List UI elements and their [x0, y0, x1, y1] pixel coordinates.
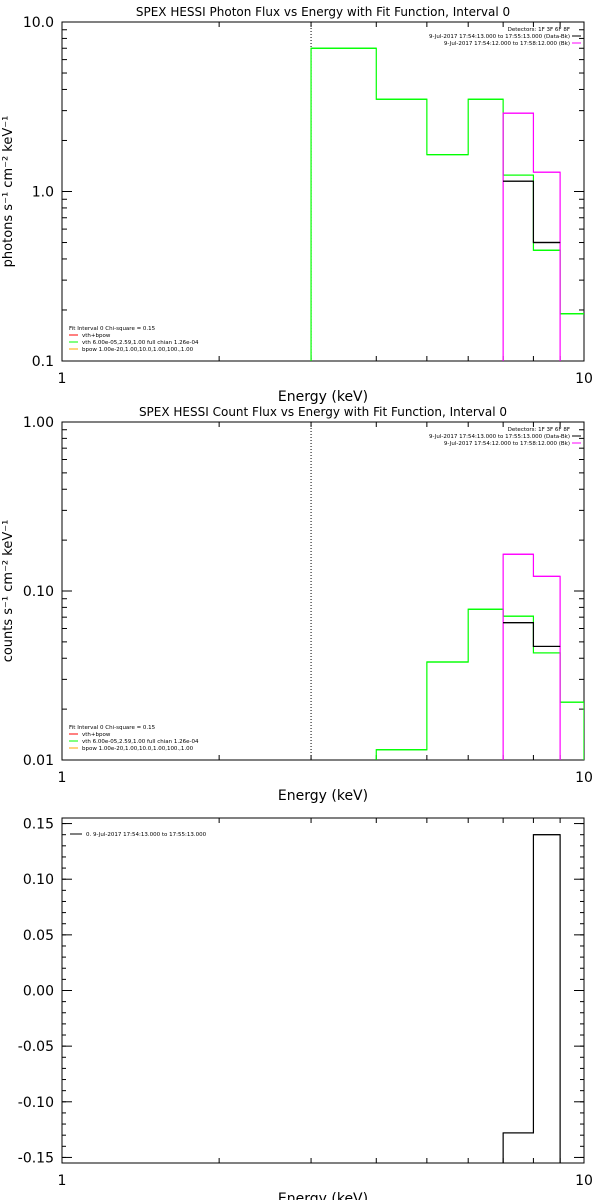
legend-entry: vth 6.00e-05,2.59,1.00 full chian 1.26e-… — [82, 340, 199, 346]
data-layer — [502, 834, 561, 1163]
y-tick-label: 0.10 — [23, 584, 54, 600]
histogram-series-2 — [502, 553, 561, 760]
x-tick-label: 1 — [58, 1173, 67, 1189]
legend-entry: 0. 9-Jul-2017 17:54:13.000 to 17:55:13.0… — [86, 832, 207, 838]
x-tick-label: 1 — [58, 770, 67, 786]
histogram-series-2 — [502, 112, 561, 361]
legend-entry: vth 6.00e-05,2.59,1.00 full chian 1.26e-… — [82, 739, 199, 745]
y-tick-label: 0.00 — [23, 984, 54, 1000]
chart-panel-2: SPEX HESSI Count Flux vs Energy with Fit… — [1, 405, 593, 804]
y-tick-label: -0.05 — [18, 1039, 54, 1055]
legend-entry: Fit Interval 0 Chi-square = 0.15 — [69, 326, 156, 332]
y-tick-label: 1.0 — [32, 185, 54, 201]
legend-entry: 9-Jul-2017 17:54:12.000 to 17:58:12.000 … — [444, 41, 570, 47]
y-axis-label: counts s⁻¹ cm⁻² keV⁻¹ — [1, 520, 16, 663]
plot-panels: SPEX HESSI Photon Flux vs Energy with Fi… — [1, 5, 593, 1200]
y-tick-label: 0.01 — [23, 753, 54, 769]
chart-panel-3: Energy (keV) 1 10 0.15 0.10 0.05 0.00 -0.05 -0.1… — [18, 817, 593, 1200]
legend-entry: 9-Jul-2017 17:54:13.000 to 17:55:13.000 … — [429, 34, 570, 40]
data-layer — [375, 553, 584, 760]
x-axis-label: Energy (keV) — [278, 1191, 368, 1200]
histogram-series-1 — [502, 834, 561, 1163]
legend-entry: Detectors: 1F 3F 6F 8F — [508, 27, 570, 33]
y-tick-label: -0.10 — [18, 1095, 54, 1111]
x-axis-label: Energy (keV) — [278, 788, 368, 804]
data-layer — [310, 47, 584, 361]
y-tick-label: -0.15 — [18, 1150, 54, 1166]
y-tick-label: 0.05 — [23, 928, 54, 944]
y-tick-label: 10.0 — [23, 15, 54, 31]
legend-entry: vth+bpow — [82, 333, 111, 339]
legend-entry: bpow 1.00e-20,1.00,10.0,1.00,100.,1.00 — [82, 347, 194, 353]
x-tick-label: 10 — [575, 371, 593, 387]
x-axis-label: Energy (keV) — [278, 389, 368, 405]
y-tick-label: 1.00 — [23, 415, 54, 431]
legend-entry: 9-Jul-2017 17:54:12.000 to 17:58:12.000 … — [444, 441, 570, 447]
legend-entry: 9-Jul-2017 17:54:13.000 to 17:55:13.000 … — [429, 434, 570, 440]
x-tick-label: 1 — [58, 371, 67, 387]
legend-entry: Detectors: 1F 3F 6F 8F — [508, 427, 570, 433]
x-tick-label: 10 — [575, 1173, 593, 1189]
y-tick-label: 0.15 — [23, 817, 54, 833]
chart-panel-1: SPEX HESSI Photon Flux vs Energy with Fi… — [1, 5, 593, 405]
y-axis-label: photons s⁻¹ cm⁻² keV⁻¹ — [1, 116, 16, 268]
chart-title: SPEX HESSI Photon Flux vs Energy with Fi… — [136, 5, 510, 19]
legend-entry: Fit Interval 0 Chi-square = 0.15 — [69, 725, 156, 731]
chart-title: SPEX HESSI Count Flux vs Energy with Fit… — [139, 405, 507, 419]
legend-entry: vth+bpow — [82, 732, 111, 738]
y-tick-label: 0.1 — [32, 354, 54, 370]
legend-entry: bpow 1.00e-20,1.00,10.0,1.00,100.,1.00 — [82, 746, 194, 752]
x-tick-label: 10 — [575, 770, 593, 786]
y-tick-label: 0.10 — [23, 872, 54, 888]
